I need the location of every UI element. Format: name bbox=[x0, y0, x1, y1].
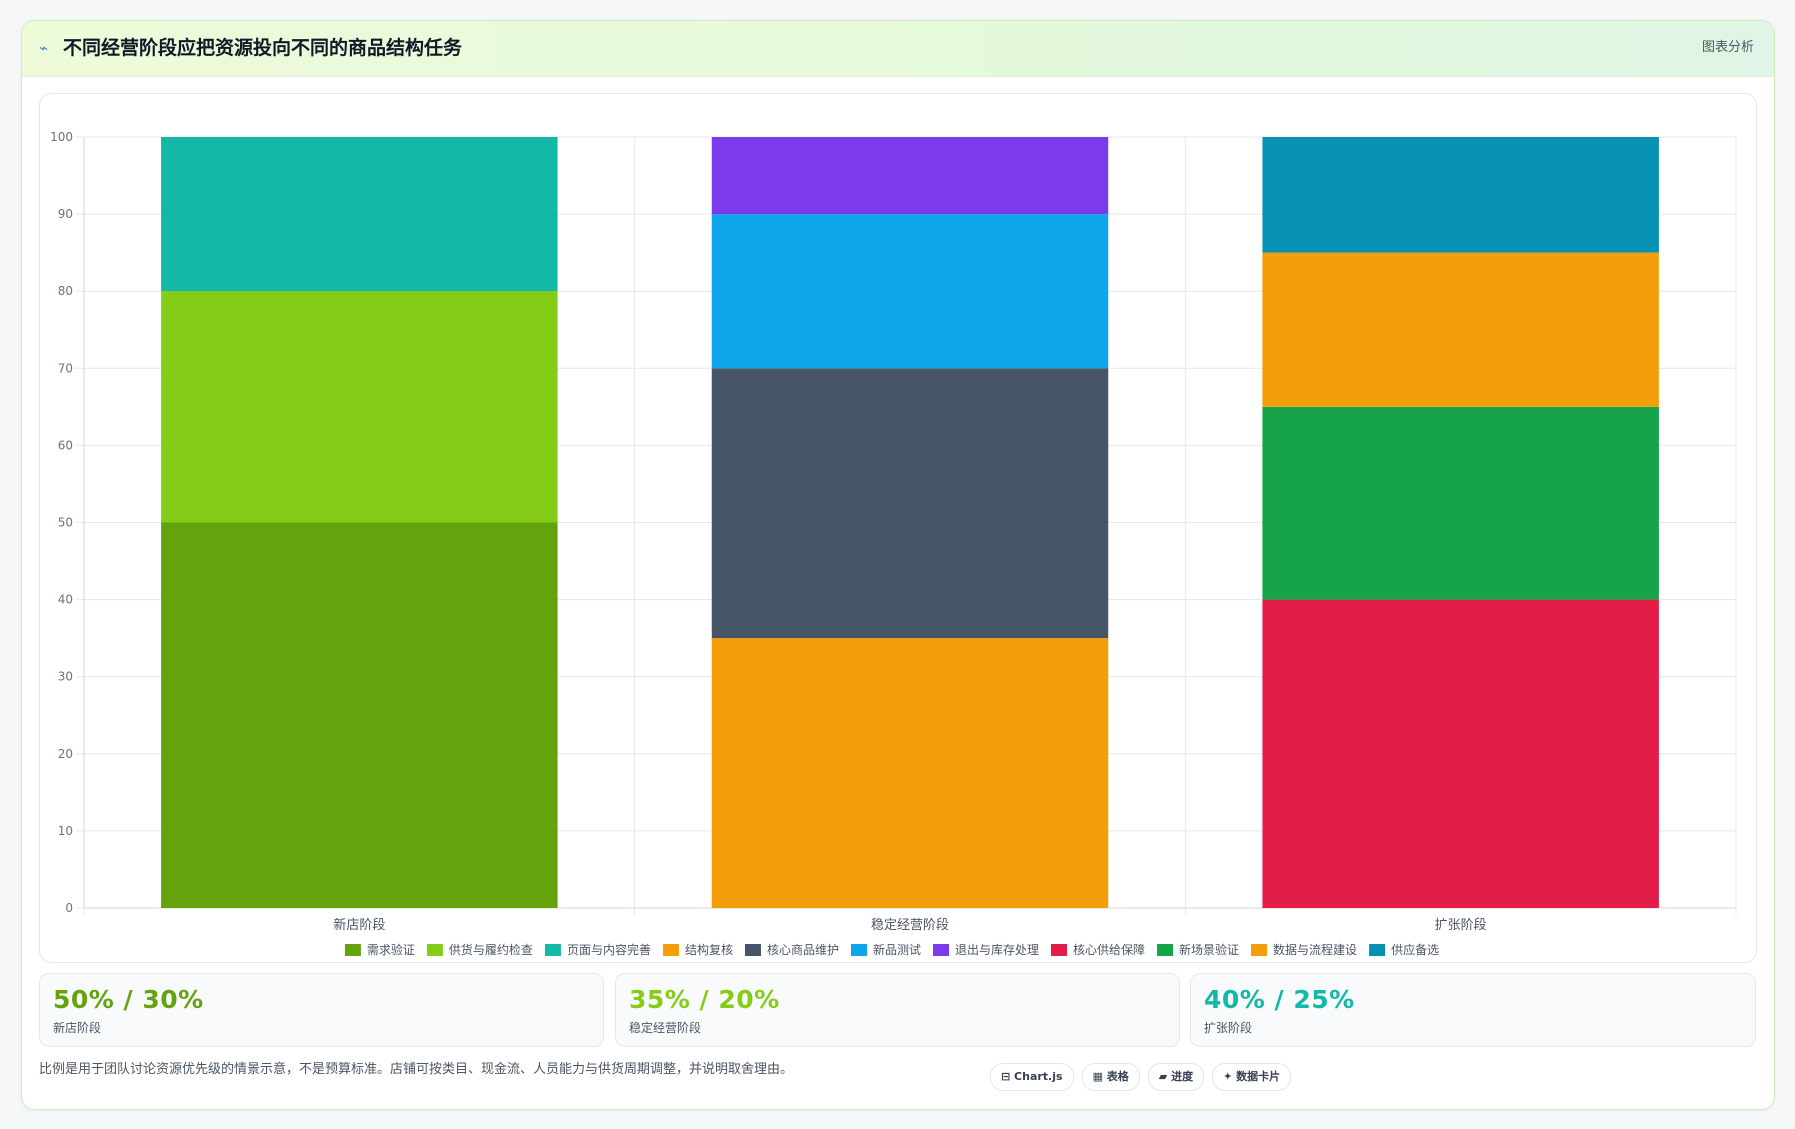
stat-value: 35% / 20% bbox=[629, 985, 780, 1014]
y-tick-label: 60 bbox=[58, 438, 73, 452]
legend-swatch bbox=[744, 944, 761, 956]
bar-segment bbox=[711, 137, 1109, 215]
legend-label: 供应备选 bbox=[1391, 942, 1439, 957]
data-card-chip[interactable]: ✦ 数据卡片 bbox=[1212, 1063, 1292, 1091]
bar-segment bbox=[161, 291, 558, 523]
legend-swatch bbox=[662, 944, 679, 956]
legend-label: 新场景验证 bbox=[1179, 942, 1239, 957]
y-tick-label: 40 bbox=[58, 593, 73, 607]
y-tick-label: 10 bbox=[58, 824, 73, 838]
stat-card-stable: 35% / 20% 稳定经营阶段 bbox=[615, 973, 1180, 1047]
y-tick-label: 0 bbox=[65, 901, 73, 915]
legend-label: 退出与库存处理 bbox=[955, 942, 1039, 957]
stat-value: 50% / 30% bbox=[53, 985, 204, 1014]
bar-segment bbox=[711, 214, 1109, 369]
chart-js-chip[interactable]: ⊟ Chart.js bbox=[990, 1063, 1074, 1091]
bar-segment bbox=[711, 368, 1109, 639]
chart-card: ⌁ 不同经营阶段应把资源投向不同的商品结构任务 图表分析 0 10 20 30 40 50… bbox=[21, 20, 1775, 1110]
bar-segment bbox=[1262, 137, 1659, 253]
y-tick-label: 30 bbox=[58, 670, 73, 684]
bar-segment bbox=[1262, 252, 1659, 407]
card-header: ⌁ 不同经营阶段应把资源投向不同的商品结构任务 图表分析 bbox=[22, 21, 1774, 77]
legend-label: 核心供给保障 bbox=[1073, 942, 1145, 957]
legend-label: 需求验证 bbox=[367, 942, 415, 957]
legend-swatch bbox=[850, 944, 867, 956]
bar-segment bbox=[711, 638, 1109, 908]
legend-swatch bbox=[1251, 944, 1268, 956]
stat-label: 稳定经营阶段 bbox=[629, 1021, 702, 1035]
stat-label: 扩张阶段 bbox=[1204, 1021, 1253, 1035]
bar-segment bbox=[161, 522, 558, 908]
y-tick-label: 100 bbox=[50, 130, 73, 144]
y-tick-label: 90 bbox=[58, 207, 73, 221]
stacked-bar-chart: 0 10 20 30 40 50 60 70 80 90 100 新店阶段 稳定经营阶段 扩张阶段需求验证… bbox=[50, 130, 1737, 957]
legend-swatch bbox=[1051, 944, 1068, 956]
bar-segment bbox=[1262, 406, 1659, 600]
chart-panel: 0 10 20 30 40 50 60 70 80 90 100 新店阶段 稳定经营阶段 扩张阶段需求验证… bbox=[39, 93, 1757, 963]
trend-line-icon: ⌁ bbox=[39, 39, 49, 57]
bar-segment bbox=[1262, 599, 1659, 908]
chart-title: 不同经营阶段应把资源投向不同的商品结构任务 bbox=[63, 37, 463, 59]
y-tick-label: 20 bbox=[58, 747, 73, 761]
chart-analysis-label[interactable]: 图表分析 bbox=[1701, 40, 1754, 55]
legend-swatch bbox=[344, 944, 361, 956]
y-tick-label: 80 bbox=[58, 284, 73, 298]
y-tick-label: 50 bbox=[58, 516, 73, 530]
legend-swatch bbox=[426, 944, 443, 956]
legend-label: 数据与流程建设 bbox=[1273, 942, 1357, 957]
legend-swatch bbox=[1369, 944, 1386, 956]
legend-label: 核心商品维护 bbox=[767, 942, 839, 957]
legend-swatch bbox=[933, 944, 950, 956]
legend-swatch bbox=[544, 944, 561, 956]
x-tick-label: 稳定经营阶段 bbox=[871, 917, 949, 933]
y-tick-label: 70 bbox=[58, 361, 73, 375]
view-switcher: ⊟ Chart.js ▦ 表格 ▰ 进度 ✦ 数据卡片 bbox=[990, 1063, 1292, 1091]
legend-label: 供货与履约检查 bbox=[449, 942, 533, 957]
stat-card-new-store: 50% / 30% 新店阶段 bbox=[39, 973, 604, 1047]
x-tick-label: 新店阶段 bbox=[333, 917, 385, 933]
stat-label: 新店阶段 bbox=[53, 1021, 102, 1035]
legend-swatch bbox=[1157, 944, 1174, 956]
table-chip[interactable]: ▦ 表格 bbox=[1081, 1063, 1140, 1091]
stat-card-expansion: 40% / 25% 扩张阶段 bbox=[1190, 973, 1756, 1047]
legend-label: 新品测试 bbox=[873, 942, 921, 957]
bar-segment bbox=[161, 137, 558, 292]
x-tick-label: 扩张阶段 bbox=[1435, 918, 1487, 933]
stat-value: 40% / 25% bbox=[1204, 985, 1355, 1014]
footnote: 比例是用于团队讨论资源优先级的情景示意，不是预算标准。店铺可按类目、现金流、人员… bbox=[39, 1062, 794, 1077]
legend-label: 页面与内容完善 bbox=[567, 942, 651, 957]
progress-chip[interactable]: ▰ 进度 bbox=[1147, 1063, 1205, 1091]
legend-label: 结构复核 bbox=[685, 942, 733, 957]
